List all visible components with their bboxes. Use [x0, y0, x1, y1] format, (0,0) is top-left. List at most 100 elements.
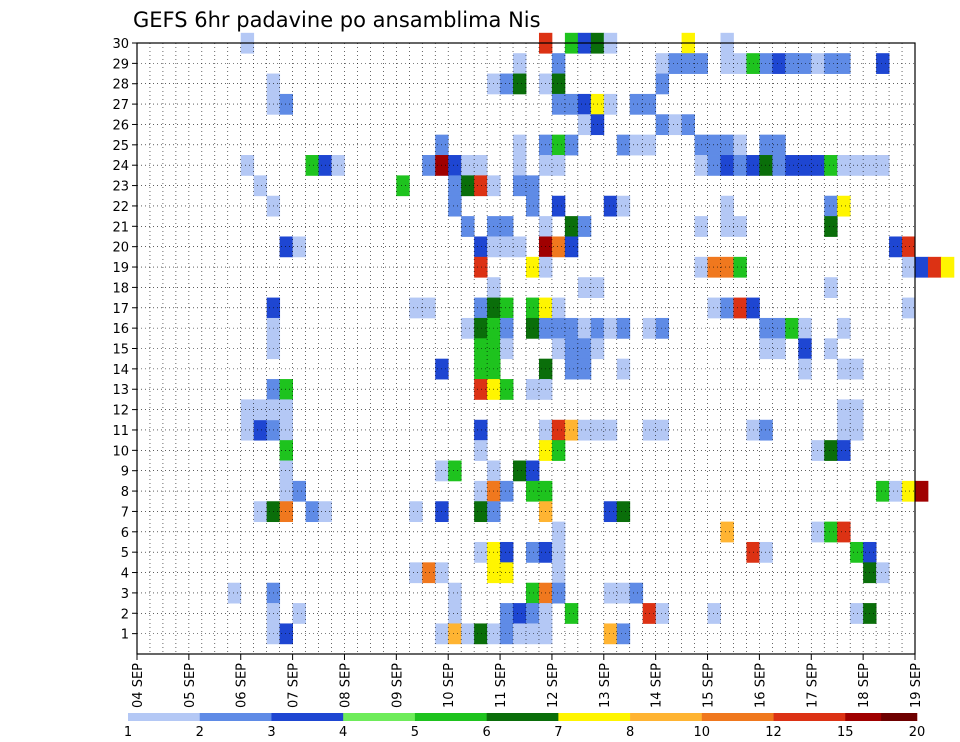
- heatmap-cell: [720, 53, 734, 74]
- heatmap-cell: [396, 175, 410, 197]
- colorbar: 1 2 3 4 5 6 7 8 10 12 15 20: [124, 713, 925, 740]
- heatmap-cell: [824, 277, 838, 298]
- heatmap-cells: [227, 32, 955, 645]
- x-tick-label: 16 SEP: [753, 663, 768, 708]
- y-tick-label: 1: [121, 628, 129, 643]
- heatmap-cell: [759, 53, 773, 74]
- heatmap-cell: [500, 317, 514, 339]
- heatmap-cell: [837, 419, 851, 441]
- x-tick-label: 15 SEP: [702, 663, 717, 708]
- heatmap-cell: [785, 53, 799, 74]
- y-tick-label: 5: [121, 546, 129, 561]
- heatmap-cell: [279, 379, 293, 400]
- heatmap-cell: [331, 155, 345, 176]
- y-tick-label: 12: [112, 404, 129, 419]
- colorbar-label: 20: [909, 725, 926, 740]
- heatmap-cell: [279, 93, 293, 115]
- heatmap-cell: [461, 216, 475, 237]
- heatmap-cell: [526, 623, 540, 645]
- heatmap-cell: [837, 358, 851, 380]
- heatmap-cell: [772, 317, 786, 339]
- heatmap-cell: [279, 480, 293, 502]
- x-tick-label: 07 SEP: [287, 663, 302, 708]
- heatmap-cell: [902, 256, 916, 278]
- heatmap-cell: [733, 53, 747, 74]
- colorbar-label: 4: [339, 725, 347, 740]
- x-tick-label: 10 SEP: [442, 663, 457, 708]
- heatmap-cell: [253, 501, 268, 523]
- heatmap-cell: [448, 460, 462, 482]
- heatmap-cell: [629, 582, 644, 604]
- heatmap-cell: [616, 501, 631, 523]
- heatmap-cell: [564, 216, 579, 237]
- heatmap-cell: [915, 256, 929, 278]
- y-tick-label: 16: [112, 322, 129, 337]
- heatmap-cell: [824, 216, 838, 237]
- colorbar-swatch: [558, 713, 631, 721]
- heatmap-cell: [526, 460, 540, 482]
- heatmap-cell: [500, 603, 514, 624]
- y-tick-label: 6: [121, 526, 129, 541]
- colorbar-label: 5: [411, 725, 419, 740]
- y-tick-label: 15: [112, 343, 129, 358]
- heatmap-cell: [474, 623, 488, 645]
- heatmap-cell: [500, 480, 514, 502]
- heatmap-cell: [279, 419, 293, 441]
- heatmap-cell: [279, 440, 293, 461]
- heatmap-cell: [603, 93, 618, 115]
- heatmap-cell: [837, 53, 851, 74]
- heatmap-cell: [564, 317, 579, 339]
- y-tick-label: 24: [112, 159, 129, 174]
- colorbar-swatch: [414, 713, 487, 721]
- heatmap-cell: [837, 440, 851, 461]
- heatmap-cell: [876, 480, 890, 502]
- x-tick-label: 17 SEP: [805, 663, 820, 708]
- heatmap-cell: [798, 338, 812, 360]
- heatmap-cell: [474, 338, 488, 360]
- heatmap-cell: [564, 358, 579, 380]
- heatmap-cell: [513, 460, 527, 482]
- heatmap-cell: [616, 317, 631, 339]
- heatmap-cell: [422, 297, 436, 319]
- y-tick-label: 17: [112, 302, 129, 317]
- heatmap-cell: [474, 480, 488, 502]
- heatmap-cell: [824, 155, 838, 176]
- heatmap-cell: [526, 317, 540, 339]
- heatmap-cell: [461, 623, 475, 645]
- heatmap-cell: [850, 419, 864, 441]
- heatmap-cell: [681, 53, 695, 74]
- heatmap-cell: [448, 195, 462, 217]
- heatmap-cell: [292, 603, 306, 624]
- grid-lines: [136, 42, 915, 654]
- heatmap-cell: [772, 338, 786, 360]
- heatmap-cell: [577, 216, 592, 237]
- heatmap-cell: [889, 236, 903, 258]
- y-tick-label: 27: [112, 98, 129, 113]
- heatmap-cell: [551, 440, 566, 461]
- colorbar-label: 12: [765, 725, 782, 740]
- heatmap-cell: [733, 256, 747, 278]
- heatmap-cell: [798, 358, 812, 380]
- heatmap-cell: [474, 236, 488, 258]
- heatmap-cell: [253, 419, 268, 441]
- y-tick-label: 29: [112, 57, 129, 72]
- heatmap-cell: [577, 114, 592, 136]
- heatmap-cell: [889, 480, 903, 502]
- heatmap-cell: [526, 297, 540, 319]
- heatmap-cell: [409, 297, 423, 319]
- heatmap-cell: [655, 114, 670, 136]
- heatmap-cell: [603, 195, 618, 217]
- heatmap-cell: [292, 236, 306, 258]
- heatmap-cell: [474, 256, 488, 278]
- heatmap-cell: [707, 155, 721, 176]
- heatmap-cell: [733, 216, 747, 237]
- heatmap-cell: [551, 297, 566, 319]
- heatmap-cell: [526, 603, 540, 624]
- y-tick-label: 3: [121, 587, 129, 602]
- heatmap-cell: [500, 73, 514, 95]
- heatmap-cell: [707, 134, 721, 156]
- heatmap-cell: [772, 155, 786, 176]
- heatmap-cell: [720, 256, 734, 278]
- heatmap-cell: [824, 440, 838, 461]
- heatmap-cell: [837, 155, 851, 176]
